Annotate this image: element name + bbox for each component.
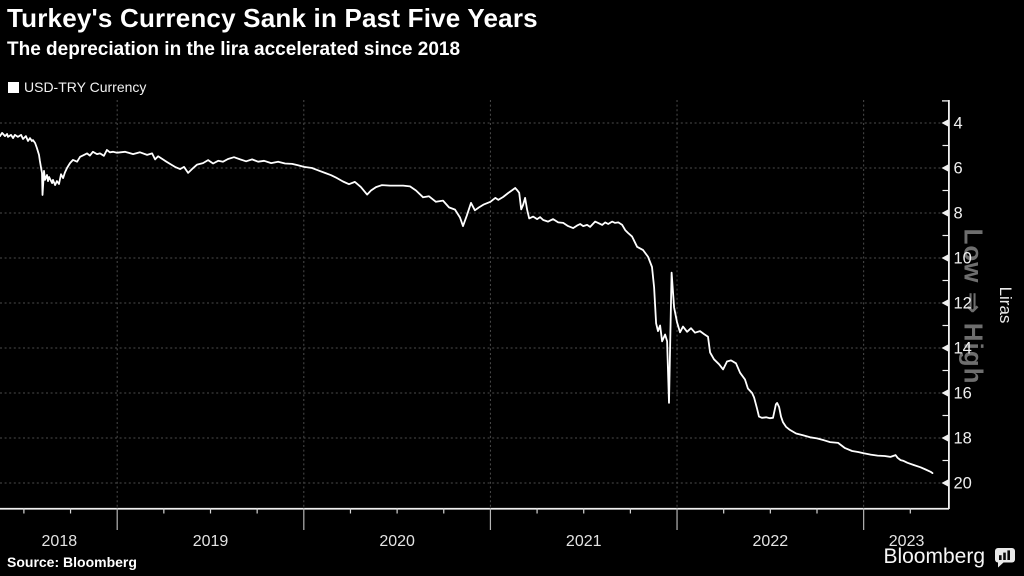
series-line-usd-try [0,132,934,474]
y-axis-ticks: 4 6 8 10 12 14 16 18 20 [941,115,972,493]
y-tick-label: 18 [954,430,972,448]
chart-subtitle: The depreciation in the lira accelerated… [7,39,461,60]
legend: USD-TRY Currency [8,79,146,95]
x-tick-label: 2020 [379,533,415,550]
y-axis-title: Liras [996,286,1015,324]
x-tick-label: 2021 [566,533,602,550]
x-tick-label: 2019 [193,533,229,550]
chart-title: Turkey's Currency Sank in Past Five Year… [7,3,538,33]
gridlines [0,100,948,508]
bloomberg-wordmark: Bloomberg [883,545,985,568]
y-tick-label: 6 [954,160,963,178]
legend-label: USD-TRY Currency [24,79,147,95]
y-tick-label: 8 [954,205,963,223]
legend-marker [8,81,19,93]
y-tick-label: 16 [954,385,972,403]
y-tick-label: 20 [954,475,972,493]
y-tick-label: 12 [954,295,972,313]
source-note: Source: Bloomberg [7,554,137,570]
x-tick-label: 2018 [42,533,78,550]
x-axis-ticks [23,508,911,530]
x-tick-label: 2022 [753,533,789,550]
x-axis-tick-labels: 2018 2019 2020 2021 2022 2023 [42,533,925,550]
bloomberg-brand: Bloomberg [883,545,1016,569]
y-tick-label: 10 [954,250,972,268]
bloomberg-logo-icon [995,547,1015,567]
y-tick-label: 4 [954,115,963,133]
x-tick-label: 2023 [889,533,925,550]
y-tick-label: 14 [954,340,972,358]
axis-lines [0,100,950,510]
